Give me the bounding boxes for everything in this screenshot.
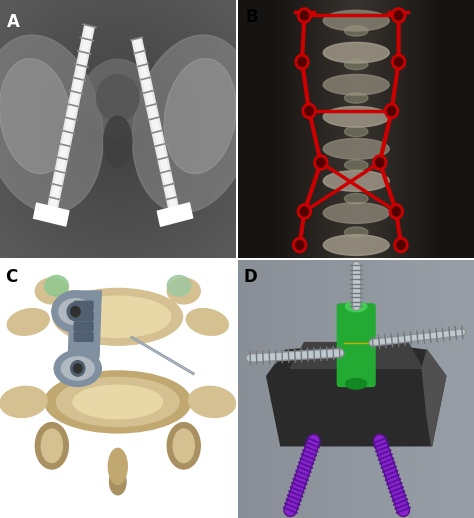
Text: A: A: [7, 13, 20, 31]
Circle shape: [71, 361, 85, 376]
Ellipse shape: [189, 386, 236, 418]
Polygon shape: [290, 342, 422, 368]
Ellipse shape: [59, 299, 92, 324]
Ellipse shape: [173, 429, 194, 463]
Ellipse shape: [164, 59, 236, 174]
Circle shape: [71, 307, 80, 317]
Ellipse shape: [41, 429, 63, 463]
Circle shape: [305, 106, 313, 116]
Ellipse shape: [167, 423, 200, 469]
Circle shape: [397, 240, 405, 250]
Circle shape: [295, 240, 304, 250]
Circle shape: [394, 11, 403, 20]
Circle shape: [302, 104, 316, 118]
Ellipse shape: [73, 385, 163, 419]
Ellipse shape: [345, 60, 368, 69]
Polygon shape: [267, 342, 446, 446]
Circle shape: [295, 55, 309, 69]
Ellipse shape: [345, 160, 368, 170]
Ellipse shape: [104, 116, 132, 168]
Circle shape: [385, 104, 398, 118]
Ellipse shape: [82, 60, 153, 137]
Ellipse shape: [36, 423, 68, 469]
Circle shape: [317, 158, 325, 167]
Ellipse shape: [323, 10, 389, 31]
Circle shape: [394, 57, 403, 66]
Circle shape: [300, 11, 309, 20]
Ellipse shape: [323, 203, 389, 223]
Ellipse shape: [167, 276, 191, 296]
Circle shape: [314, 155, 328, 170]
Circle shape: [300, 207, 309, 216]
Circle shape: [387, 106, 396, 116]
Polygon shape: [68, 291, 101, 358]
Ellipse shape: [323, 75, 389, 95]
Ellipse shape: [7, 309, 49, 335]
Ellipse shape: [132, 35, 254, 212]
Circle shape: [298, 57, 306, 66]
Ellipse shape: [323, 170, 389, 191]
Ellipse shape: [323, 107, 389, 127]
Polygon shape: [422, 350, 446, 446]
Ellipse shape: [45, 371, 191, 433]
Circle shape: [392, 207, 401, 216]
Ellipse shape: [345, 93, 368, 103]
Ellipse shape: [345, 193, 368, 204]
Ellipse shape: [0, 386, 47, 418]
FancyBboxPatch shape: [337, 304, 375, 386]
Circle shape: [392, 8, 405, 23]
Text: D: D: [243, 268, 257, 286]
FancyBboxPatch shape: [74, 301, 93, 310]
Circle shape: [293, 238, 306, 252]
Ellipse shape: [65, 296, 171, 337]
FancyBboxPatch shape: [74, 332, 93, 341]
Circle shape: [392, 55, 405, 69]
Ellipse shape: [323, 235, 389, 255]
Ellipse shape: [167, 278, 200, 304]
Circle shape: [73, 364, 82, 373]
Ellipse shape: [97, 75, 139, 121]
Ellipse shape: [53, 289, 182, 345]
Ellipse shape: [323, 138, 389, 159]
Ellipse shape: [54, 350, 101, 386]
Ellipse shape: [109, 469, 126, 495]
FancyBboxPatch shape: [74, 312, 93, 321]
FancyBboxPatch shape: [74, 322, 93, 331]
Circle shape: [298, 8, 311, 23]
Ellipse shape: [36, 278, 68, 304]
Ellipse shape: [0, 35, 103, 212]
Ellipse shape: [56, 378, 179, 426]
Circle shape: [67, 303, 83, 321]
Circle shape: [394, 238, 408, 252]
Ellipse shape: [346, 301, 367, 312]
Ellipse shape: [345, 26, 368, 36]
Ellipse shape: [186, 309, 228, 335]
Ellipse shape: [345, 126, 368, 137]
Text: B: B: [246, 8, 258, 26]
Ellipse shape: [345, 227, 368, 237]
Ellipse shape: [61, 357, 94, 380]
Polygon shape: [157, 203, 192, 226]
Text: C: C: [5, 268, 17, 286]
Circle shape: [298, 204, 311, 219]
Circle shape: [390, 204, 403, 219]
Ellipse shape: [109, 449, 127, 484]
Circle shape: [375, 158, 384, 167]
Ellipse shape: [52, 291, 99, 332]
Ellipse shape: [0, 59, 71, 174]
Ellipse shape: [45, 276, 68, 296]
Ellipse shape: [346, 379, 367, 389]
Circle shape: [373, 155, 386, 170]
Polygon shape: [34, 203, 69, 226]
Ellipse shape: [323, 42, 389, 63]
